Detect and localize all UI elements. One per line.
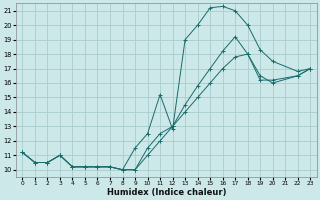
X-axis label: Humidex (Indice chaleur): Humidex (Indice chaleur)	[107, 188, 226, 197]
